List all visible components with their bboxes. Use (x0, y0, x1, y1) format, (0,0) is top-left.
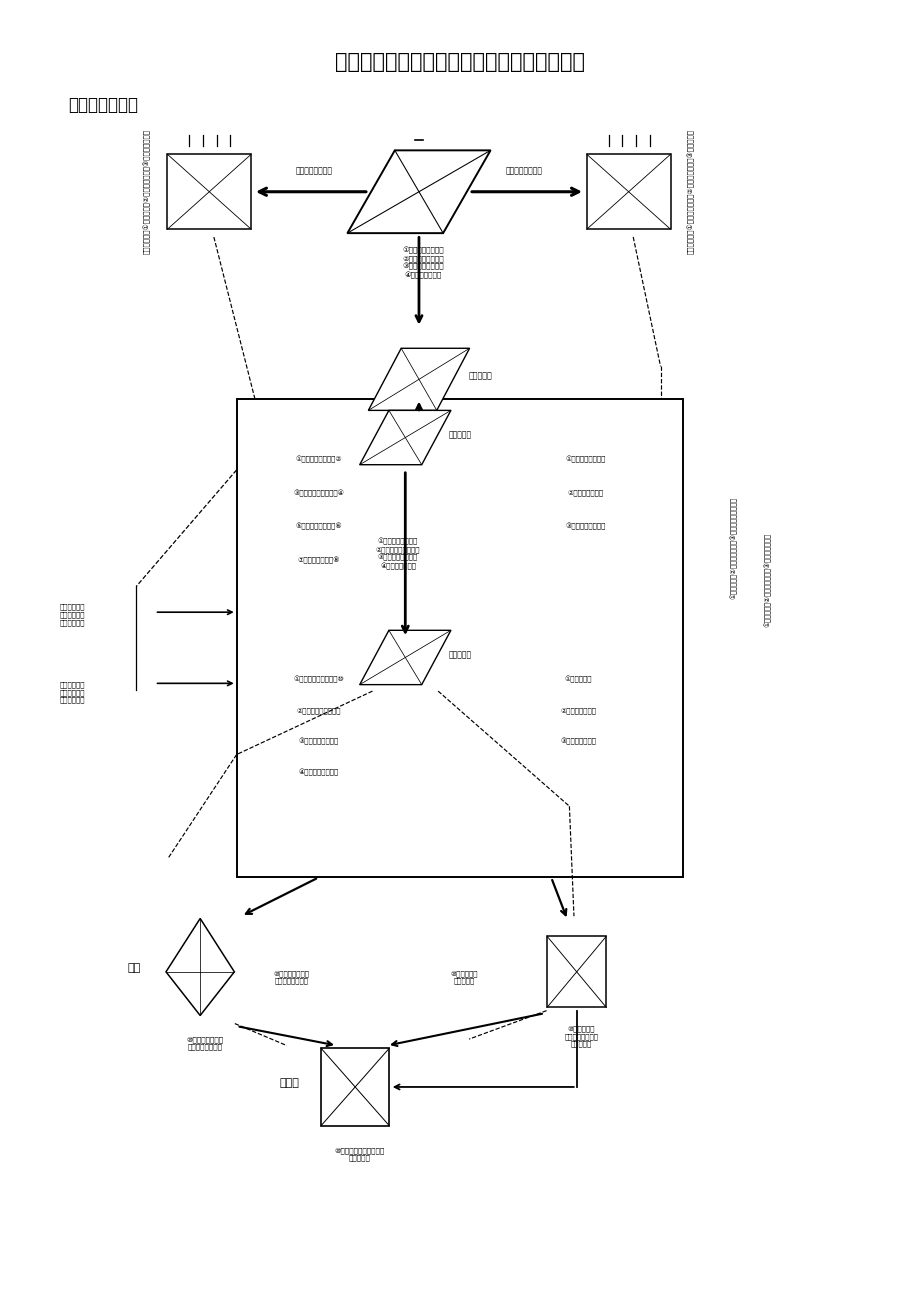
Text: ③一组对边平行且相等④: ③一组对边平行且相等④ (293, 490, 344, 497)
Text: 平行四边形: 平行四边形 (448, 431, 471, 440)
Text: 矩形的定义：
两组对边平行
且有一角直角: 矩形的定义： 两组对边平行 且有一角直角 (60, 604, 85, 626)
Polygon shape (165, 918, 234, 1016)
Text: 矩形的性质：①对角线相等②对角线互相平分③四个角都是直角: 矩形的性质：①对角线相等②对角线互相平分③四个角都是直角 (143, 129, 151, 254)
Polygon shape (368, 348, 469, 410)
Text: ⑩对角线相等
⑪对角线互相垂直
⑫平分各角: ⑩对角线相等 ⑪对角线互相垂直 ⑫平分各角 (563, 1026, 597, 1047)
Text: ⑩对角线互相垂直
⑪对角线平分对角: ⑩对角线互相垂直 ⑪对角线平分对角 (186, 1036, 223, 1051)
Text: ①两组对边分别平行②: ①两组对边分别平行② (295, 456, 342, 464)
Text: 平行四边形: 平行四边形 (469, 371, 493, 380)
Polygon shape (167, 154, 251, 229)
Bar (236, 398, 683, 878)
Polygon shape (347, 150, 490, 233)
Text: 正方形: 正方形 (279, 1078, 299, 1088)
Text: ②对角线互相平分: ②对角线互相平分 (567, 490, 603, 496)
Text: 添加一组邻边相等: 添加一组邻边相等 (505, 167, 541, 176)
Text: 添加一个角是直角: 添加一个角是直角 (295, 167, 333, 176)
Bar (547, 936, 606, 1008)
Text: ②两组对边分别相等⑪: ②两组对边分别相等⑪ (296, 707, 341, 713)
Text: 菱形的性质：①对角线互相垂直②对角线平分各角③四条边相等: 菱形的性质：①对角线互相垂直②对角线平分各角③四条边相等 (686, 129, 694, 254)
Text: ⑩对角线互相垂直
⑪对角线平分各角: ⑩对角线互相垂直 ⑪对角线平分各角 (273, 970, 309, 984)
Text: ②对角线互相垂直: ②对角线互相垂直 (560, 707, 596, 713)
Text: ⑤两组对角分别相等⑥: ⑤两组对角分别相等⑥ (295, 523, 342, 530)
Text: ①对角线相等: ①对角线相等 (564, 676, 592, 684)
Text: ⑩对角线相等
⑪平分各角: ⑩对角线相等 ⑪平分各角 (450, 970, 478, 984)
Text: ①对角线相等②对角线互相垂直③对角线平分各组对角: ①对角线相等②对角线互相垂直③对角线平分各组对角 (729, 496, 736, 599)
Bar (321, 1048, 389, 1126)
Text: ①对角线相等②对角线互相垂直③对角线平分各角: ①对角线相等②对角线互相垂直③对角线平分各角 (764, 533, 771, 626)
Text: 筝形: 筝形 (128, 963, 141, 973)
Text: 《四边形》的基本知识、主要考点、配套试题: 《四边形》的基本知识、主要考点、配套试题 (335, 52, 584, 73)
Text: ③对角线互相平分⑫: ③对角线互相平分⑫ (299, 738, 338, 745)
Text: ④两组对角分别相等: ④两组对角分别相等 (299, 769, 338, 776)
Text: 平行四边形: 平行四边形 (448, 651, 471, 659)
Text: 全章知识脉络：: 全章知识脉络： (68, 96, 138, 115)
Polygon shape (359, 410, 450, 465)
Text: ③对角线平分各角: ③对角线平分各角 (560, 738, 596, 745)
Polygon shape (359, 630, 450, 685)
Text: ①两组对边分别平行
②两组对边分别相等
③两组对角分别相等
④对角线互相平分: ①两组对边分别平行 ②两组对边分别相等 ③两组对角分别相等 ④对角线互相平分 (403, 247, 444, 279)
Text: ③三角形中位线定理: ③三角形中位线定理 (565, 523, 606, 530)
Text: ⑦对角线互相平分⑧: ⑦对角线互相平分⑧ (297, 557, 340, 564)
Text: ⑩对角线相等且互相垂直
⑪平分各角: ⑩对角线相等且互相垂直 ⑪平分各角 (335, 1147, 384, 1161)
Text: ①两组对边分别平行: ①两组对边分别平行 (565, 456, 606, 464)
Text: ①一组对边平行且相等⑩: ①一组对边平行且相等⑩ (293, 676, 344, 684)
Polygon shape (586, 154, 670, 229)
Text: 菱形的定义：
两组对边平行
且一组邻边等: 菱形的定义： 两组对边平行 且一组邻边等 (60, 681, 85, 703)
Text: ①两组对边分别平行
②一组对边平行且相等
③两组对角分别相等
④对角线互相平分: ①两组对边分别平行 ②一组对边平行且相等 ③两组对角分别相等 ④对角线互相平分 (375, 538, 420, 570)
